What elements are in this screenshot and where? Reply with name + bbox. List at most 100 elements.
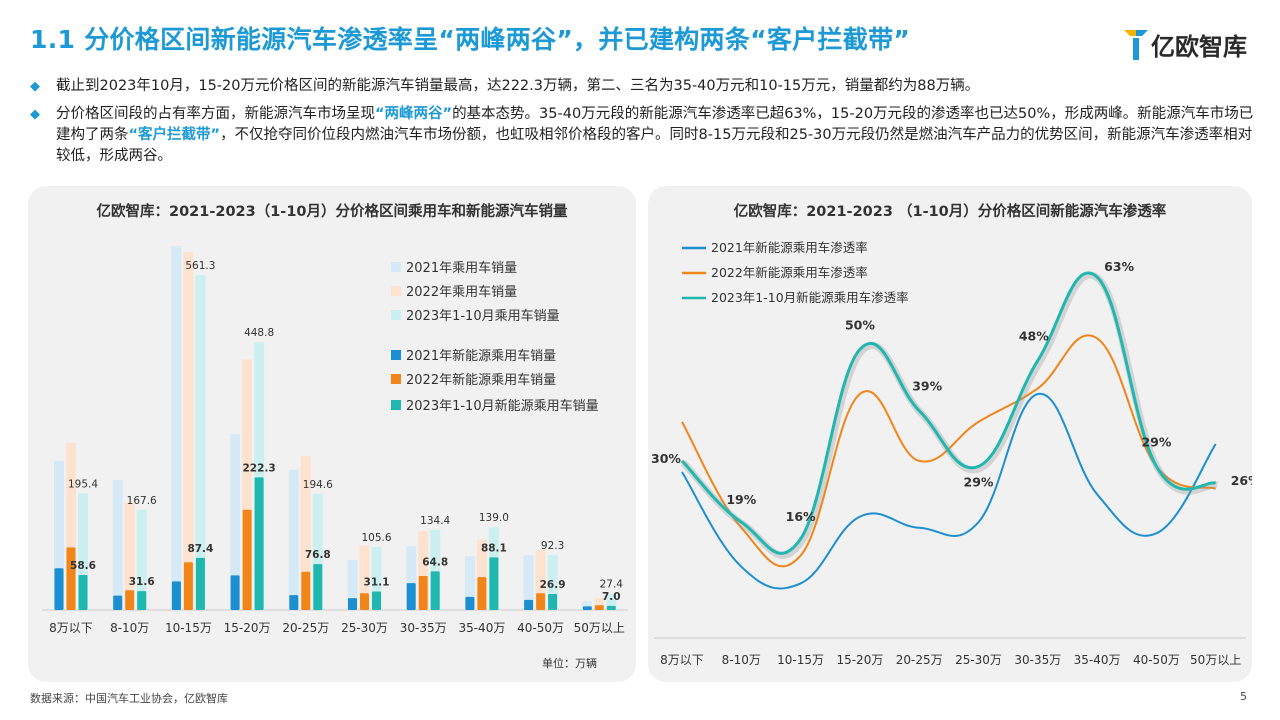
bar-total (535, 550, 546, 610)
data-label: 88.1 (481, 542, 507, 554)
bar-nev (195, 557, 205, 610)
bar-total (464, 556, 475, 610)
data-source: 数据来源：中国汽车工业协会，亿欧智库 (30, 692, 228, 705)
tick-label: 25-30万 (341, 621, 388, 635)
legend-swatch (391, 286, 401, 296)
bar-nev (313, 564, 323, 610)
bar-total (195, 275, 206, 610)
bar-total (430, 529, 441, 610)
data-label: 63% (1104, 259, 1134, 274)
bullet-sales: ◆ 截止到2023年10月，15-20万元价格区间的新能源汽车销量最高，达222… (30, 76, 1255, 97)
page-number: 5 (1240, 690, 1247, 703)
bullet-penetration-text: 分价格区间段的占有率方面，新能源汽车市场呈现“两峰两谷”的基本态势。35-40万… (30, 104, 1255, 167)
legend-entry: 2021年乘用车销量 (406, 260, 517, 276)
bullet-sales-text: 截止到2023年10月，15-20万元价格区间的新能源汽车销量最高，达222.3… (56, 78, 980, 94)
bar-total (406, 546, 417, 610)
page-title: 1.1 分价格区间新能源汽车渗透率呈“两峰两谷”，并已建构两条“客户拦截带” (30, 25, 911, 54)
bar-nev (183, 562, 193, 610)
series-line (680, 271, 1217, 555)
bar-nev (360, 593, 369, 610)
data-label: 19% (726, 492, 756, 507)
data-label: 26.9 (540, 579, 566, 591)
bar-nev (536, 593, 546, 610)
bar-total (547, 554, 558, 610)
bar-nev (301, 571, 311, 610)
tick-label: 30-35万 (400, 621, 447, 635)
bar-total (594, 598, 605, 610)
data-label: 29% (964, 474, 994, 489)
tick-label: 50万以上 (574, 621, 625, 635)
tick-label: 20-25万 (282, 621, 329, 635)
penetration-chart-title: 亿欧智库：2021-2023 （1-10月）分价格区间新能源汽车渗透率 (733, 204, 1167, 220)
bar-nev (582, 606, 592, 610)
data-label: 48% (1019, 329, 1049, 344)
legend-entry: 2023年1-10月新能源乘用车销量 (406, 398, 599, 414)
legend-entry: 2022年新能源乘用车销量 (406, 372, 556, 388)
bar-total (66, 442, 76, 610)
data-label: 58.6 (70, 560, 96, 572)
text-part: 分价格区间段的占有率方面，新能源汽车市场呈现 (56, 106, 375, 122)
bar-total (312, 493, 323, 610)
bar-total (288, 469, 299, 610)
bar-nev (125, 590, 135, 610)
bar-nev (254, 477, 264, 610)
tick-label: 50万以上 (1190, 653, 1241, 667)
bar-nev (606, 605, 616, 610)
data-label: 167.6 (127, 495, 157, 507)
bar-nev (78, 575, 88, 610)
tick-label: 25-30万 (955, 653, 1002, 667)
bar-total (171, 245, 182, 610)
tick-label: 40-50万 (517, 621, 564, 635)
data-label: 29% (1141, 434, 1171, 449)
tick-label: 20-25万 (896, 653, 943, 667)
data-label: 194.6 (303, 479, 333, 491)
bar-nev (489, 557, 499, 610)
bar-total (606, 593, 617, 610)
data-label: 134.4 (420, 515, 450, 527)
legend-entry: 2021年新能源乘用车渗透率 (711, 240, 868, 255)
bar-total (54, 460, 64, 610)
tick-label: 8万以下 (49, 621, 93, 635)
bar-total (112, 479, 123, 610)
legend-swatch (391, 262, 401, 272)
bar-total (359, 545, 370, 610)
legend-swatch (391, 400, 401, 410)
tick-label: 8万以下 (660, 653, 704, 667)
bar-total (347, 559, 358, 610)
legend-entry: 2022年乘用车销量 (406, 284, 517, 300)
highlight-intercept-belt: “客户拦截带” (128, 127, 221, 143)
bullet-penetration: ◆ 分价格区间段的占有率方面，新能源汽车市场呈现“两峰两谷”的基本态势。35-4… (30, 104, 1255, 167)
tick-label: 8-10万 (722, 653, 761, 667)
bar-total (78, 493, 88, 610)
tick-label: 30-35万 (1014, 653, 1061, 667)
data-label: 30% (651, 451, 681, 466)
penetration-chart-panel: 亿欧智库：2021-2023 （1-10月）分价格区间新能源汽车渗透率 (648, 186, 1252, 682)
sales-bar-chart: 195.4 58.6 8万以下 167.6 31.6 8-10万 561.3 87.4 10-1… (42, 245, 628, 635)
bar-nev (406, 583, 416, 610)
data-label: 31.6 (129, 576, 155, 588)
data-label: 195.4 (68, 478, 98, 490)
bar-nev (289, 595, 299, 610)
bar-nev (594, 605, 604, 610)
data-label: 26% (1231, 473, 1252, 488)
tick-label: 10-15万 (165, 621, 212, 635)
tick-label: 35-40万 (458, 621, 505, 635)
bar-nev (113, 595, 123, 610)
legend-entry: 2023年1-10月乘用车销量 (406, 308, 560, 324)
data-label: 76.8 (305, 549, 331, 561)
unit-label: 单位：万辆 (542, 657, 597, 670)
data-label: 561.3 (185, 260, 215, 272)
highlight-two-peaks: “两峰两谷” (375, 106, 453, 122)
bar-total (418, 531, 429, 610)
sales-chart-title: 亿欧智库：2021-2023（1-10月）分价格区间乘用车和新能源汽车销量 (96, 204, 568, 220)
data-label: 87.4 (187, 543, 213, 555)
data-label: 39% (912, 379, 942, 394)
bar-total (183, 251, 194, 610)
bar-nev (66, 547, 76, 610)
legend-entry: 2021年新能源乘用车销量 (406, 348, 556, 364)
bar-nev (171, 581, 181, 610)
bar-nev (54, 568, 64, 610)
text-part: 的基本态势。35-40万元段的新能源汽车渗透率已超63%，15-20万元段的渗透… (56, 106, 1254, 143)
data-label: 139.0 (479, 512, 509, 524)
